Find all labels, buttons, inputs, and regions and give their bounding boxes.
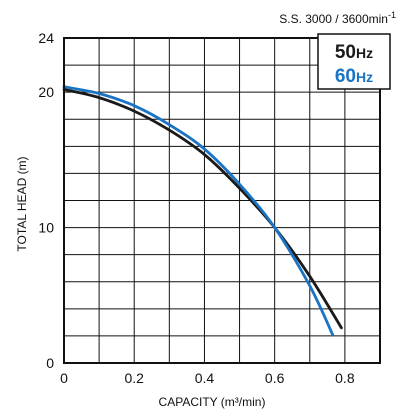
performance-curves	[62, 85, 343, 336]
speed-note-superscript: -1	[388, 10, 396, 20]
x-tick-labels: 0 0.2 0.4 0.6 0.8	[60, 370, 355, 386]
x-tick-label: 0.2	[124, 370, 144, 386]
legend-frequency-number: 60	[335, 66, 356, 87]
x-tick-label: 0	[60, 370, 68, 386]
x-tick-label: 0.4	[195, 370, 215, 386]
x-axis-title: CAPACITY (m³/min)	[159, 395, 266, 409]
legend-50hz-label: 50Hz	[335, 42, 373, 63]
curve-60hz	[62, 85, 334, 336]
x-tick-label: 0.6	[265, 370, 285, 386]
curve-50hz	[62, 88, 343, 330]
y-axis-title: TOTAL HEAD (m)	[15, 156, 29, 251]
plot-frame	[63, 37, 381, 364]
legend-frequency-unit: Hz	[356, 45, 373, 61]
y-tick-label: 24	[38, 30, 54, 46]
speed-note-text: S.S. 3000 / 3600min	[279, 12, 388, 26]
legend-frequency-unit: Hz	[356, 69, 373, 85]
y-tick-labels: 0 10 20 24	[38, 30, 54, 371]
x-tick-label: 0.8	[335, 370, 355, 386]
speed-note: S.S. 3000 / 3600min-1	[279, 10, 396, 26]
y-tick-label: 20	[38, 84, 54, 100]
legend: 50Hz 60Hz	[317, 33, 391, 90]
legend-box	[317, 33, 391, 90]
y-tick-label: 10	[38, 220, 54, 236]
legend-60hz-label: 60Hz	[335, 66, 373, 87]
y-tick-label: 0	[46, 355, 54, 371]
legend-frequency-number: 50	[335, 42, 356, 63]
grid-lines	[64, 38, 380, 363]
